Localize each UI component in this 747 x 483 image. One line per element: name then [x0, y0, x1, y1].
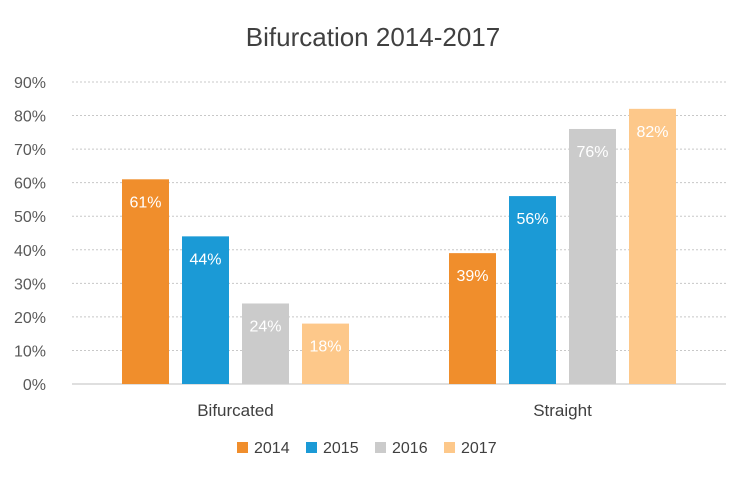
bars: 61% 44% 24% 18% 39% 56% 76% 82%: [122, 108, 676, 384]
bar-bifurcated-2016: [242, 303, 289, 384]
bar-straight-2016: [569, 128, 616, 384]
bar-straight-2015: [509, 196, 556, 384]
bar-straight-2014: [449, 253, 496, 384]
category-label: Bifurcated: [197, 401, 274, 420]
data-label: 61%: [129, 194, 161, 211]
y-tick-label: 30%: [14, 276, 46, 293]
bar-bifurcated-2015: [182, 236, 229, 384]
legend-swatch: [306, 442, 317, 453]
legend: 2014 2015 2016 2017: [237, 440, 497, 457]
data-label: 39%: [456, 268, 488, 285]
legend-swatch: [237, 442, 248, 453]
y-tick-label: 10%: [14, 343, 46, 360]
data-label: 76%: [576, 144, 608, 161]
bar-bifurcated-2014: [122, 179, 169, 384]
bar-straight-2017: [629, 108, 676, 384]
legend-label: 2016: [392, 440, 428, 457]
legend-label: 2015: [323, 440, 359, 457]
y-tick-label: 50%: [14, 209, 46, 226]
y-tick-label: 60%: [14, 176, 46, 193]
data-label: 18%: [309, 339, 341, 356]
legend-label: 2017: [461, 440, 497, 457]
bar-bifurcated-2017: [302, 323, 349, 384]
y-tick-label: 20%: [14, 310, 46, 327]
legend-swatch: [375, 442, 386, 453]
y-tick-label: 70%: [14, 142, 46, 159]
data-label: 82%: [636, 124, 668, 141]
chart-title: Bifurcation 2014-2017: [246, 22, 500, 52]
grid-lines: [72, 81, 726, 385]
data-label: 44%: [189, 251, 221, 268]
data-label: 56%: [516, 211, 548, 228]
category-label: Straight: [533, 401, 592, 420]
y-tick-label: 0%: [23, 377, 46, 394]
y-tick-label: 80%: [14, 109, 46, 126]
x-axis-categories: Bifurcated Straight: [197, 401, 592, 420]
y-axis-ticks: 0% 10% 20% 30% 40% 50% 60% 70% 80% 90%: [14, 75, 46, 394]
data-label: 24%: [249, 318, 281, 335]
y-tick-label: 40%: [14, 243, 46, 260]
legend-swatch: [444, 442, 455, 453]
y-tick-label: 90%: [14, 75, 46, 92]
legend-label: 2014: [254, 440, 290, 457]
